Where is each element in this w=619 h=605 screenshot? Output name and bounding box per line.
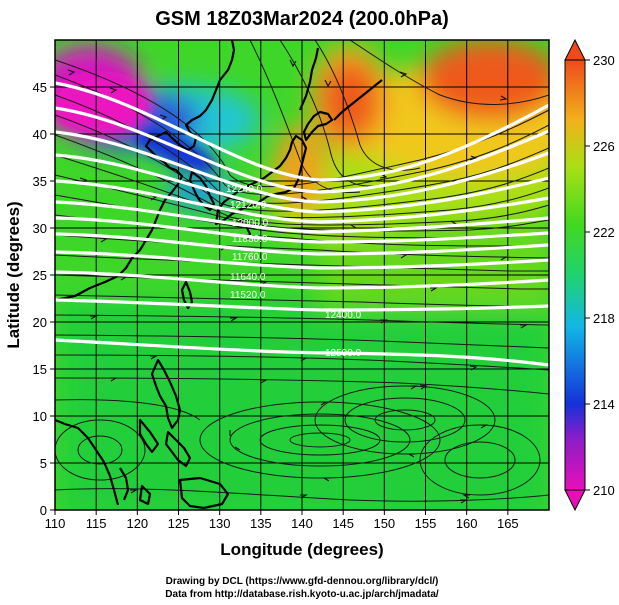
colorbar-tick-label: 214	[593, 397, 615, 412]
contour-label-11520: 11520.0	[230, 290, 266, 301]
y-tick-label: 35	[33, 174, 47, 189]
y-tick-label: 20	[33, 315, 47, 330]
credit-line-2: Data from http://database.rish.kyoto-u.a…	[165, 589, 439, 600]
contour-label-12000: 12000.0	[232, 218, 269, 229]
colorbar-tick-label: 210	[593, 483, 615, 498]
y-axis-label: Latitude (degrees)	[4, 201, 23, 348]
colorbar-ticks: 210 214 218 222 226 230	[585, 53, 615, 498]
contour-label-11760: 11760.0	[232, 252, 268, 263]
colorbar: 210 214 218 222 226 230	[564, 38, 615, 512]
colorbar-tick-label: 218	[593, 311, 615, 326]
y-tick-label: 0	[40, 503, 47, 518]
contour-label-12120: 12120.0	[230, 200, 267, 211]
contour-label-11880: 11880.0	[232, 234, 268, 245]
y-tick-label: 25	[33, 268, 47, 283]
x-tick-label: 145	[332, 516, 354, 531]
contour-label-12500: 12500.0	[325, 348, 362, 359]
x-tick-label: 150	[373, 516, 395, 531]
x-tick-label: 160	[456, 516, 478, 531]
colorbar-gradient	[564, 59, 586, 491]
x-tick-label: 130	[209, 516, 231, 531]
chart-title: GSM 18Z03Mar2024 (200.0hPa)	[155, 8, 449, 30]
y-tick-label: 10	[33, 409, 47, 424]
contour-label-11640: 11640.0	[230, 272, 266, 283]
x-tick-label: 155	[415, 516, 437, 531]
colorbar-top-arrow	[564, 38, 586, 61]
x-tick-label: 140	[291, 516, 313, 531]
x-axis-label: Longitude (degrees)	[220, 540, 383, 559]
colorbar-tick-label: 230	[593, 53, 615, 68]
x-tick-label: 135	[250, 516, 272, 531]
y-tick-label: 40	[33, 127, 47, 142]
y-tick-label: 5	[40, 456, 47, 471]
x-tick-label: 165	[497, 516, 519, 531]
contour-label-12400: 12400.0	[325, 310, 362, 321]
height-contours	[55, 81, 549, 367]
y-axis-ticks: 0 5 10 15 20 25 30 35 40 45	[33, 80, 55, 518]
x-tick-label: 110	[45, 516, 66, 531]
contour-label-12240: 12240.0	[226, 184, 263, 195]
x-tick-label: 120	[126, 516, 148, 531]
x-tick-label: 115	[86, 516, 107, 531]
colorbar-tick-label: 222	[593, 225, 615, 240]
plot-area: 12240.0 12120.0 12000.0 11880.0 11760.0 …	[55, 40, 549, 510]
colorbar-tick-label: 226	[593, 139, 615, 154]
credit-line-1: Drawing by DCL (https://www.gfd-dennou.o…	[166, 576, 439, 587]
contour-labels: 12240.0 12120.0 12000.0 11880.0 11760.0 …	[226, 184, 362, 359]
x-axis-ticks: 110 115 120 125 130 135 140 145 150 155 160 165	[45, 510, 519, 531]
y-tick-label: 30	[33, 221, 47, 236]
y-tick-label: 15	[33, 362, 47, 377]
x-tick-label: 125	[168, 516, 190, 531]
y-tick-label: 45	[33, 80, 47, 95]
colorbar-bottom-arrow	[564, 489, 586, 512]
